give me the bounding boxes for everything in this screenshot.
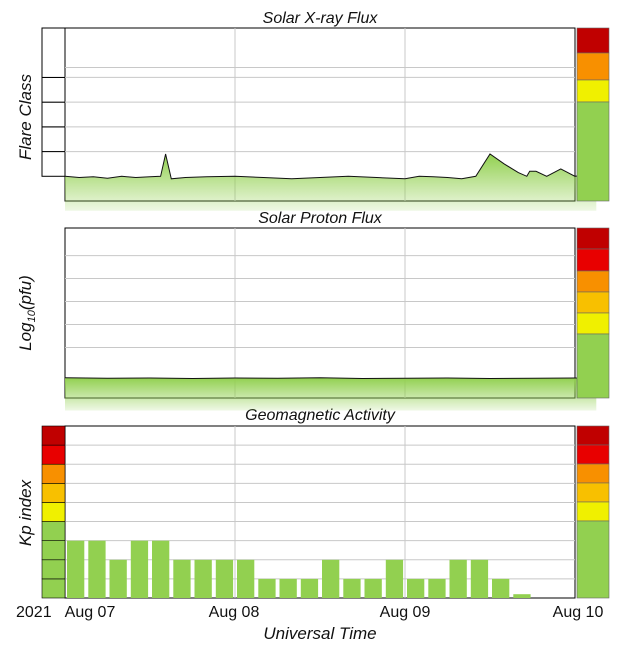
kp-bar <box>279 578 297 598</box>
kp-key-box <box>41 502 66 522</box>
proton-panel <box>64 227 610 411</box>
kp-key-box <box>41 444 66 465</box>
proton-flux-fill <box>65 377 597 411</box>
scale-box-g2 <box>576 482 610 503</box>
xray-flux-fill <box>65 154 597 211</box>
kp-bar <box>109 559 127 598</box>
x-tick-label: Aug 08 <box>209 604 260 621</box>
flare-class-band <box>41 126 66 153</box>
scale-box-g1 <box>576 501 610 522</box>
scale-box-s1 <box>576 312 610 335</box>
kp-bar <box>173 559 191 598</box>
x-axis: 2021 Aug 07 Aug 08 Aug 09 Aug 10 Univers… <box>16 604 603 643</box>
flare-class-band <box>41 101 66 128</box>
kp-bar <box>407 578 425 598</box>
proton-ylabel-sub: 10 <box>26 309 38 322</box>
scale-box-r0 <box>576 101 610 202</box>
geomagnetic-panel-title: Geomagnetic Activity <box>245 407 396 424</box>
kp-bar <box>343 578 361 598</box>
kp-bar <box>492 578 510 598</box>
scale-box-r3 <box>576 52 610 81</box>
kp-bar <box>152 540 170 598</box>
flare-class-band <box>41 76 66 103</box>
kp-bar <box>194 559 212 598</box>
scale-box-s4 <box>576 248 610 272</box>
flare-class-band <box>41 151 66 177</box>
proton-ylabel-main: Log <box>16 322 35 351</box>
kp-bar <box>300 578 319 598</box>
scale-box-r5 <box>576 27 610 54</box>
kp-bar <box>364 578 382 598</box>
kp-bar <box>88 540 106 598</box>
xray-panel-title: Solar X-ray Flux <box>263 10 379 27</box>
scale-box-g5 <box>576 425 610 446</box>
kp-key-box <box>41 578 66 599</box>
scale-box-s0 <box>576 333 610 399</box>
kp-bar <box>470 559 489 598</box>
scale-box-r1 <box>576 79 610 103</box>
scale-box-g3 <box>576 463 610 484</box>
scale-box-g4 <box>576 444 610 465</box>
proton-y-axis-label: Log10(pfu) <box>16 275 38 351</box>
kp-key-box <box>41 425 66 446</box>
kp-y-axis-label: Kp index <box>16 479 35 546</box>
kp-bar <box>385 559 404 598</box>
xray-panel <box>41 27 610 211</box>
kp-bar <box>130 540 149 598</box>
kp-key-box <box>41 540 66 561</box>
xray-y-axis-label: Flare Class <box>16 74 35 160</box>
kp-bar <box>215 559 234 598</box>
kp-bar <box>428 578 446 598</box>
plot-frame <box>64 227 576 399</box>
kp-key-box <box>41 521 66 541</box>
x-tick-label: Aug 10 <box>553 604 604 621</box>
flare-class-band <box>41 27 66 78</box>
kp-bar <box>67 540 85 598</box>
scale-box-s3 <box>576 270 610 293</box>
x-axis-year: 2021 <box>16 604 52 621</box>
kp-key-box <box>41 559 66 580</box>
kp-key-box <box>41 483 66 503</box>
scale-box-s5 <box>576 227 610 250</box>
scale-box-s2 <box>576 291 610 314</box>
xray-flux-line <box>64 153 597 180</box>
kp-bar <box>258 578 276 598</box>
proton-flux-line <box>64 377 597 380</box>
kp-panel <box>41 425 610 599</box>
kp-bar <box>449 559 467 598</box>
x-tick-label: Aug 07 <box>65 604 116 621</box>
kp-bar <box>513 594 531 598</box>
proton-ylabel-rest: (pfu) <box>16 275 35 310</box>
kp-bar <box>322 559 340 598</box>
proton-panel-title: Solar Proton Flux <box>258 210 383 227</box>
x-tick-label: Aug 09 <box>380 604 431 621</box>
kp-bar <box>237 559 255 598</box>
x-axis-label: Universal Time <box>263 624 376 643</box>
kp-key-box <box>41 463 66 484</box>
scale-box-g0 <box>576 520 610 599</box>
